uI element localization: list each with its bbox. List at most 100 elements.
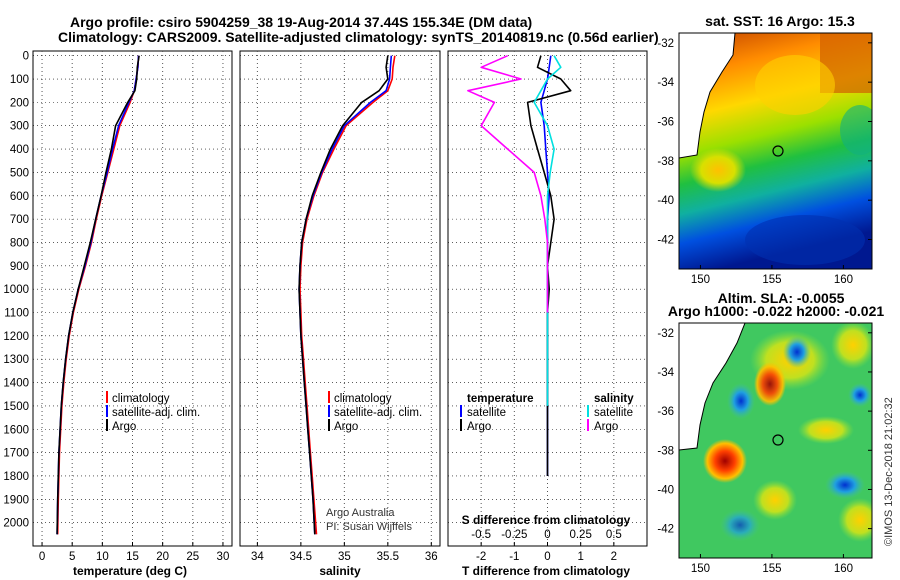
legend-label-t-argo: Argo	[467, 421, 491, 433]
map-x-tick-label: 160	[834, 274, 853, 286]
x-tick-label: 0	[544, 551, 550, 563]
timestamp-stamp: ©IMOS 13-Dec-2018 21:02:32	[883, 397, 895, 546]
legend-label-s-argo: Argo	[594, 421, 618, 433]
salinity-xlabel: salinity	[319, 564, 361, 578]
temperature-legend: climatology satellite-adj. clim. Argo	[106, 391, 200, 433]
x-tick-label: 35	[338, 551, 351, 563]
depth-tick-label: 100	[10, 74, 29, 86]
legend-label-argo: Argo	[334, 421, 358, 433]
map-y-tick-label: -36	[657, 406, 674, 418]
salinity-legend: climatology satellite-adj. clim. Argo	[328, 391, 422, 433]
series-line-argo	[298, 55, 389, 535]
depth-tick-label: 1200	[3, 331, 29, 343]
legend-label-satellite: satellite-adj. clim.	[334, 407, 422, 419]
sla-map: Altim. SLA: -0.0055 Argo h1000: -0.022 h…	[657, 290, 884, 575]
s-diff-tick-label: 0	[544, 529, 550, 541]
credit-org: Argo Australia	[326, 507, 395, 519]
legend-label-t-satellite: satellite	[467, 407, 506, 419]
difference-legend: temperature satellite Argo salinity sate…	[460, 393, 634, 433]
map-y-tick-label: -40	[657, 195, 674, 207]
map-y-tick-label: -42	[657, 524, 674, 536]
depth-tick-label: 1400	[3, 378, 29, 390]
s-diff-tick-label: -0.25	[501, 529, 527, 541]
depth-tick-label: 200	[10, 97, 29, 109]
figure-title-line1: Argo profile: csiro 5904259_38 19-Aug-20…	[70, 14, 532, 30]
legend-label-argo: Argo	[112, 421, 136, 433]
series-line-t-satellite	[540, 55, 552, 476]
map-y-tick-label: -32	[657, 38, 674, 50]
depth-tick-label: 1100	[4, 308, 29, 320]
map-y-tick-label: -34	[657, 77, 674, 89]
sla-map-subtitle: Argo h1000: -0.022 h2000: -0.021	[668, 303, 885, 319]
depth-tick-label: 600	[10, 191, 29, 203]
x-tick-label: 36	[425, 551, 438, 563]
difference-panel: -2 -1 0 1 2 -0.5 -0.25 0 0.25 0.5 T difference f…	[447, 50, 648, 578]
sst-map-title: sat. SST: 16 Argo: 15.3	[705, 13, 855, 29]
legend-label-s-satellite: satellite	[594, 407, 633, 419]
map-y-tick-label: -32	[657, 328, 674, 340]
legend-title-temperature: temperature	[467, 393, 533, 405]
depth-tick-label: 1300	[3, 354, 29, 366]
x-tick-label: 5	[69, 551, 75, 563]
map-x-tick-label: 150	[691, 274, 710, 286]
x-tick-label: 10	[96, 551, 109, 563]
legend-label-climatology: climatology	[112, 393, 170, 405]
depth-tick-label: 1000	[3, 284, 29, 296]
x-tick-label: 35.5	[377, 551, 399, 563]
map-y-tick-label: -40	[657, 484, 674, 496]
depth-tick-label: 1500	[3, 401, 29, 413]
salinity-panel: 34 34.5 35 35.5 36 salinity climatology sate…	[239, 50, 441, 578]
depth-tick-label: 1700	[3, 448, 29, 460]
sst-map-frame	[678, 32, 873, 270]
x-tick-label: -2	[476, 551, 486, 563]
depth-tick-label: 1900	[3, 494, 29, 506]
legend-label-satellite: satellite-adj. clim.	[112, 407, 200, 419]
x-tick-label: 34	[251, 551, 264, 563]
x-tick-label: 20	[156, 551, 169, 563]
map-y-tick-label: -42	[657, 235, 674, 247]
depth-tick-label: 500	[10, 167, 29, 179]
temperature-xlabel: temperature (deg C)	[73, 564, 187, 578]
depth-tick-label: 300	[10, 121, 29, 133]
sla-field	[679, 323, 872, 558]
depth-tick-label: 900	[10, 261, 29, 273]
map-x-tick-label: 155	[762, 274, 781, 286]
sla-map-frame	[678, 322, 873, 559]
series-line-climatology	[299, 55, 396, 535]
temperature-panel: 0 5 10 15 20 25 30 0 100 200 300 400 500 600 700 800 90…	[3, 50, 233, 578]
x-tick-label: 25	[186, 551, 199, 563]
series-line-argo	[56, 55, 140, 535]
salinity-frame	[239, 50, 441, 547]
map-y-tick-label: -34	[657, 367, 674, 379]
map-x-tick-label: 155	[762, 563, 781, 575]
s-diff-tick-label: -0.5	[471, 529, 491, 541]
legend-label-climatology: climatology	[334, 393, 392, 405]
series-line-satellite-adj-clim-	[56, 55, 140, 535]
s-diff-tick-label: 0.5	[606, 529, 622, 541]
x-tick-label: 15	[126, 551, 139, 563]
sla-float-marker	[772, 434, 784, 446]
depth-tick-label: 800	[10, 237, 29, 249]
x-tick-label: 2	[611, 551, 617, 563]
figure-title-line2: Climatology: CARS2009. Satellite-adjuste…	[58, 29, 659, 45]
map-y-tick-label: -38	[657, 156, 674, 168]
s-diff-tick-label: 0.25	[569, 529, 591, 541]
legend-title-salinity: salinity	[594, 393, 634, 405]
depth-tick-label: 1800	[3, 471, 29, 483]
map-y-tick-label: -36	[657, 117, 674, 129]
credit-pi: PI: Susan Wijffels	[326, 521, 412, 533]
sst-float-marker	[772, 145, 784, 157]
depth-tick-label: 0	[23, 51, 29, 63]
x-tick-label: -1	[509, 551, 519, 563]
series-line-s-argo	[467, 54, 549, 313]
x-tick-label: 34.5	[290, 551, 312, 563]
s-difference-xlabel: S difference from climatology	[462, 513, 631, 527]
map-x-tick-label: 150	[691, 563, 710, 575]
depth-tick-label: 700	[10, 214, 29, 226]
x-tick-label: 1	[577, 551, 583, 563]
series-line-s-satellite	[533, 55, 562, 406]
map-y-tick-label: -38	[657, 445, 674, 457]
sst-map: sat. SST: 16 Argo: 15.3 150 155 160 -32 -34…	[657, 13, 873, 286]
x-tick-label: 30	[217, 551, 230, 563]
